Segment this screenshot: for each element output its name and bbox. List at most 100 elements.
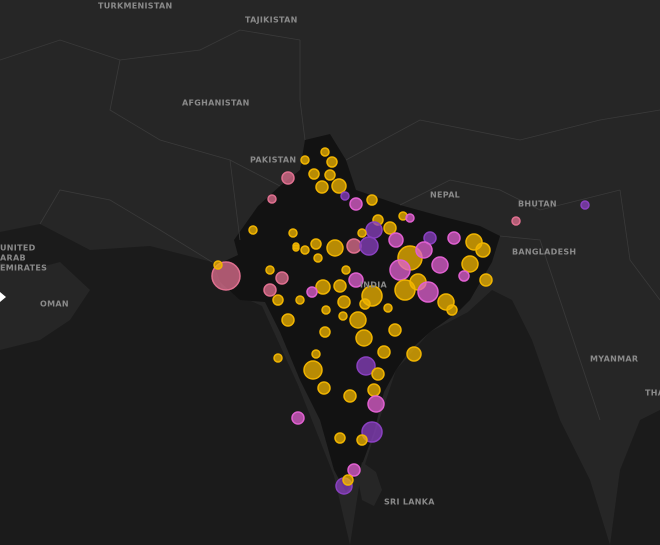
country-label: TURKMENISTAN	[98, 2, 173, 11]
bubble	[366, 194, 378, 206]
bubble	[417, 281, 439, 303]
bubble	[347, 463, 361, 477]
bubble	[315, 279, 331, 295]
bubble	[367, 395, 385, 413]
bubble	[340, 191, 350, 201]
bubble	[357, 228, 367, 238]
bubble	[288, 228, 298, 238]
bubble	[359, 236, 379, 256]
bubble	[310, 238, 322, 250]
bubble	[405, 213, 415, 223]
bubble	[317, 381, 331, 395]
country-label: PAKISTAN	[250, 156, 296, 165]
country-label: NEPAL	[430, 191, 460, 200]
bubble	[319, 326, 331, 338]
bubble	[511, 216, 521, 226]
bubble	[377, 345, 391, 359]
bubble	[341, 265, 351, 275]
bubble	[315, 180, 329, 194]
country-label: SRI LANKA	[384, 498, 435, 507]
country-label: EMIRATES	[0, 264, 47, 273]
bubble	[306, 286, 318, 298]
bubble	[415, 241, 433, 259]
arrow	[0, 292, 6, 302]
bubble	[273, 353, 283, 363]
sea-east	[610, 410, 660, 545]
country-label: MYANMAR	[590, 355, 638, 364]
bubble	[292, 244, 300, 252]
bubble	[291, 411, 305, 425]
bubble	[356, 356, 376, 376]
bubble	[356, 434, 368, 446]
bubble	[324, 169, 336, 181]
bubble	[458, 270, 470, 282]
bubble	[281, 171, 295, 185]
bubble	[348, 272, 364, 288]
bubble	[303, 360, 323, 380]
bubble	[265, 265, 275, 275]
bubble	[213, 260, 223, 270]
bubble	[383, 221, 397, 235]
country-label: ARAB	[0, 254, 26, 263]
country-label: OMAN	[40, 300, 69, 309]
bubble	[447, 231, 461, 245]
sri-lanka	[358, 462, 382, 506]
bubble	[300, 245, 310, 255]
country-label: THA	[645, 389, 660, 398]
bubble	[367, 383, 381, 397]
bubble	[313, 253, 323, 263]
country-label: INDIA	[360, 281, 387, 290]
bubble	[343, 389, 357, 403]
bubble	[272, 294, 284, 306]
bubble	[248, 225, 258, 235]
bubble	[461, 255, 479, 273]
bubble	[355, 329, 373, 347]
bubble	[475, 242, 491, 258]
bubble	[479, 273, 493, 287]
bubble	[326, 156, 338, 168]
bubble	[311, 349, 321, 359]
bubble	[331, 178, 347, 194]
country-label: BHUTAN	[518, 200, 557, 209]
country-label: AFGHANISTAN	[182, 99, 250, 108]
bubble	[446, 304, 458, 316]
bubble	[334, 432, 346, 444]
bubble	[371, 367, 385, 381]
bubble	[365, 221, 383, 239]
bubble	[431, 256, 449, 274]
country-label: BANGLADESH	[512, 248, 576, 257]
country-label: TAJIKISTAN	[245, 16, 298, 25]
bubble	[333, 279, 347, 293]
bubble	[281, 313, 295, 327]
bubble	[346, 238, 362, 254]
bubble	[337, 295, 351, 309]
borders	[0, 29, 660, 421]
bubble	[388, 232, 404, 248]
bubble	[338, 311, 348, 321]
bubble	[326, 239, 344, 257]
bubble	[320, 147, 330, 157]
bubble	[383, 303, 393, 313]
bubble	[349, 311, 367, 329]
bubble	[295, 295, 305, 305]
bubble	[275, 271, 289, 285]
bubble	[321, 305, 331, 315]
bubbles	[211, 147, 590, 495]
bubble	[361, 421, 383, 443]
bubble	[349, 197, 363, 211]
country-label: UNITED	[0, 244, 36, 253]
bubble	[361, 285, 383, 307]
bubble	[263, 283, 277, 297]
bubble	[308, 168, 320, 180]
bubble	[267, 194, 277, 204]
oman	[0, 262, 90, 350]
bubble	[406, 346, 422, 362]
bubble	[389, 259, 411, 281]
bubble	[388, 323, 402, 337]
bubble	[394, 279, 416, 301]
arabian-sea	[0, 224, 350, 545]
bubble	[300, 155, 310, 165]
bubble	[342, 474, 354, 486]
bubble	[580, 200, 590, 210]
